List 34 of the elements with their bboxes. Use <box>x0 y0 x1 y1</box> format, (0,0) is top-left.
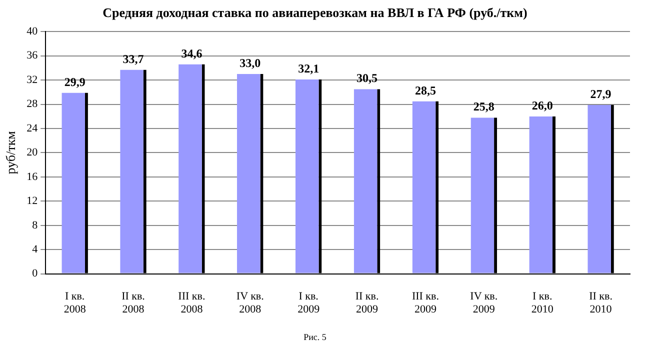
data-label: 26,0 <box>532 98 553 112</box>
y-tick-label: 40 <box>26 25 38 38</box>
y-axis-title: руб/ткм <box>3 131 18 174</box>
y-tick-label: 8 <box>32 219 38 232</box>
chart-title: Средняя доходная ставка по авиаперевозкам на ВВЛ в ГА РФ (руб./ткм) <box>102 5 528 20</box>
data-label: 30,5 <box>356 71 378 86</box>
data-label: 28,5 <box>414 83 436 98</box>
y-tick-label: 16 <box>26 170 38 183</box>
x-tick-label: I кв. 2010 <box>531 290 554 316</box>
y-tick-label: 36 <box>26 50 38 62</box>
y-tick-label: 24 <box>26 122 38 134</box>
data-label: 29,9 <box>64 74 86 89</box>
x-tick-label: III кв. 2008 <box>178 290 206 316</box>
data-label: 33,7 <box>122 52 144 66</box>
y-tick-label: 28 <box>26 98 38 110</box>
y-tick-label: 20 <box>26 146 38 159</box>
data-label: 34,6 <box>181 46 202 60</box>
y-tick-label: 32 <box>26 74 38 86</box>
data-label: 25,8 <box>473 100 494 114</box>
x-tick-label: II кв. 2010 <box>589 290 613 316</box>
y-tick-label: 12 <box>26 195 38 208</box>
x-tick-label: I кв. 2009 <box>298 290 320 316</box>
y-tick-label: 4 <box>32 243 38 256</box>
x-tick-label: II кв. 2009 <box>355 290 379 316</box>
x-tick-label: I кв. 2008 <box>64 290 86 316</box>
x-tick-label: IV кв. 2009 <box>470 290 498 316</box>
data-label: 33,0 <box>240 56 261 70</box>
text: Рис. 5 <box>304 332 327 342</box>
data-label: 32,1 <box>298 62 320 76</box>
data-label: 27,9 <box>590 86 612 101</box>
y-tick-label: 0 <box>32 268 38 280</box>
x-tick-label: II кв. 2008 <box>122 290 146 316</box>
x-tick-label: III кв. 2009 <box>412 290 440 316</box>
x-tick-label: IV кв. 2008 <box>236 290 264 316</box>
